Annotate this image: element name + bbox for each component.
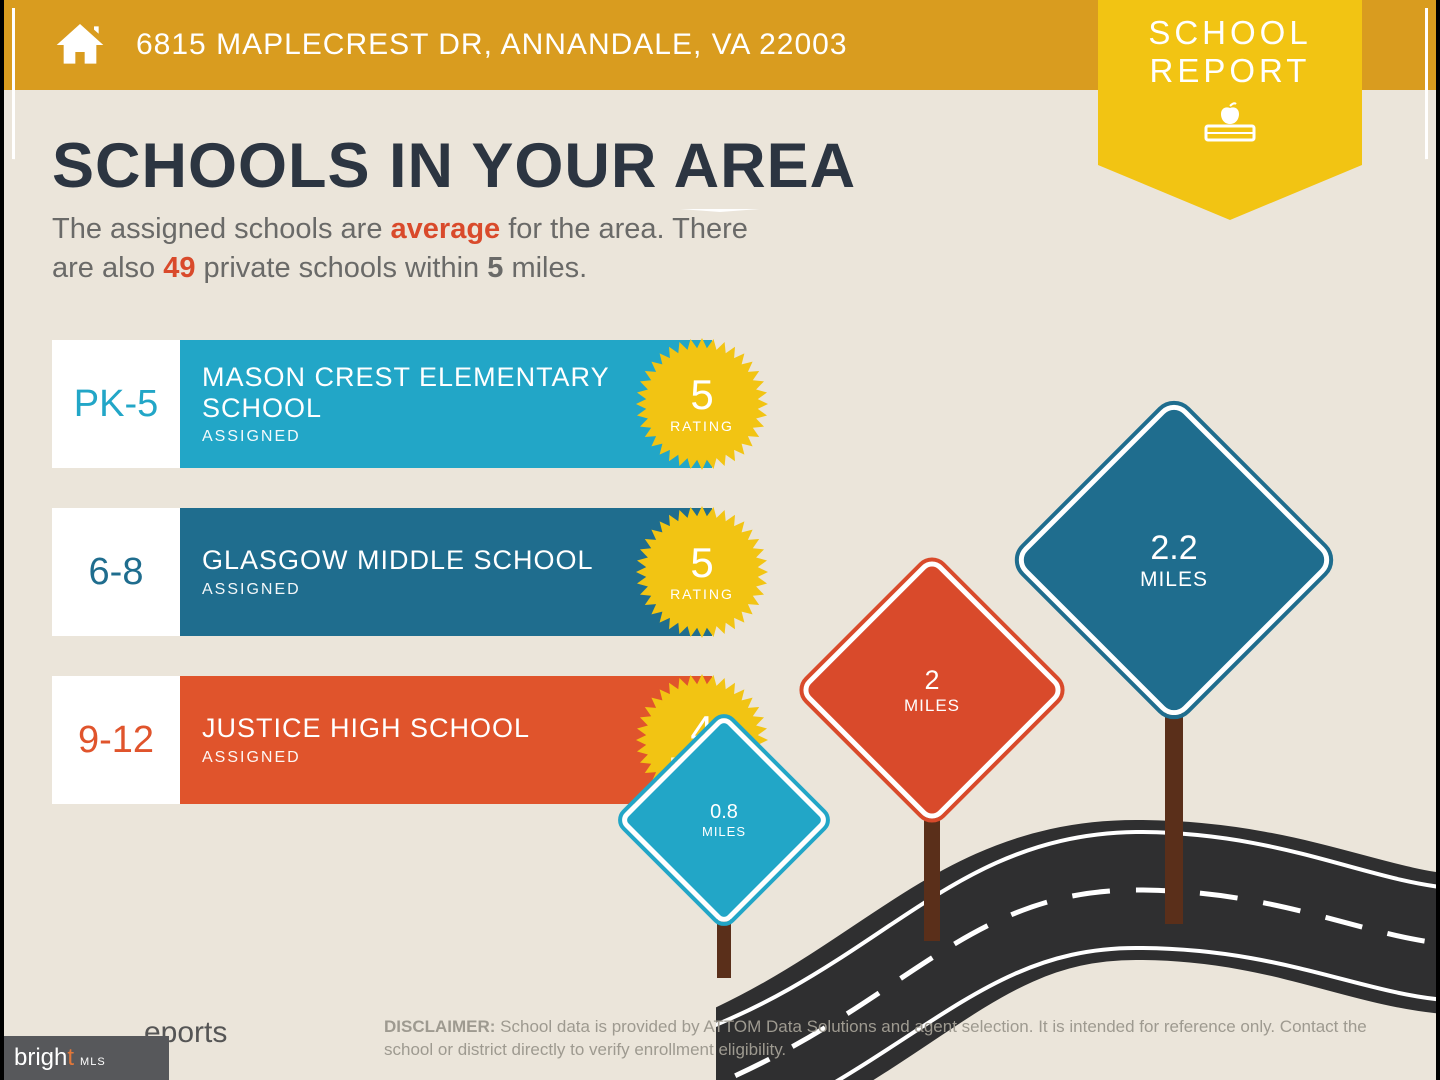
subtitle-pre: The assigned schools are	[52, 213, 391, 245]
school-name: MASON CREST ELEMENTARY SCHOOL	[202, 362, 622, 424]
school-row: PK-5 MASON CREST ELEMENTARY SCHOOL ASSIG…	[52, 340, 712, 468]
page-subtitle: The assigned schools are average for the…	[52, 210, 792, 288]
rating-value: 5	[634, 542, 770, 584]
rating-word: RATING	[634, 586, 770, 602]
subtitle-after: private schools within	[196, 252, 488, 284]
rating-label: 5 RATING	[634, 374, 770, 434]
sign-unit: MILES	[702, 824, 746, 839]
sign-text: 2 MILES	[837, 595, 1027, 785]
distance-sign: 2 MILES	[837, 595, 1027, 975]
home-icon	[52, 17, 108, 73]
rating-burst: 5 RATING	[634, 336, 770, 472]
schools-list: PK-5 MASON CREST ELEMENTARY SCHOOL ASSIG…	[52, 340, 712, 844]
subtitle-quality: average	[391, 213, 501, 245]
sign-distance: 2.2	[1150, 529, 1197, 568]
school-name-box: JUSTICE HIGH SCHOOL ASSIGNED	[180, 676, 712, 804]
watermark-text: bright	[14, 1044, 74, 1072]
address-text: 6815 MAPLECREST DR, ANNANDALE, VA 22003	[136, 28, 848, 62]
school-row: 6-8 GLASGOW MIDDLE SCHOOL ASSIGNED 5 RAT…	[52, 508, 712, 636]
school-status: ASSIGNED	[202, 581, 622, 599]
report-badge: SCHOOL REPORT	[1098, 0, 1362, 220]
school-name: GLASGOW MIDDLE SCHOOL	[202, 545, 622, 576]
bright-mls-watermark: bright MLS	[4, 1036, 169, 1080]
book-apple-icon	[1200, 98, 1260, 144]
rating-value: 5	[634, 374, 770, 416]
grade-box: 6-8	[52, 508, 180, 636]
footer: eports DISCLAIMER: School data is provid…	[4, 1010, 1436, 1080]
rating-word: RATING	[634, 418, 770, 434]
school-row: 9-12 JUSTICE HIGH SCHOOL ASSIGNED 4 RATI…	[52, 676, 712, 804]
page-title: SCHOOLS IN YOUR AREA	[52, 130, 856, 202]
distance-sign: 0.8 MILES	[649, 745, 799, 1005]
sign-unit: MILES	[1140, 568, 1208, 592]
school-name-box: MASON CREST ELEMENTARY SCHOOL ASSIGNED	[180, 340, 712, 468]
disclaimer-body: School data is provided by ATTOM Data So…	[384, 1017, 1367, 1059]
rating-burst: 5 RATING	[634, 504, 770, 640]
subtitle-radius: 5	[487, 252, 503, 284]
school-name-box: GLASGOW MIDDLE SCHOOL ASSIGNED	[180, 508, 712, 636]
grade-box: PK-5	[52, 340, 180, 468]
watermark-suffix: MLS	[80, 1056, 106, 1068]
sign-distance: 2	[924, 665, 939, 696]
badge-line2: REPORT	[1098, 52, 1362, 90]
sign-text: 2.2 MILES	[1059, 445, 1289, 675]
sign-text: 0.8 MILES	[649, 745, 799, 895]
disclaimer-text: DISCLAIMER: School data is provided by A…	[384, 1016, 1406, 1062]
sign-unit: MILES	[904, 696, 960, 716]
school-name: JUSTICE HIGH SCHOOL	[202, 713, 622, 744]
badge-line1: SCHOOL	[1098, 14, 1362, 52]
subtitle-count: 49	[163, 252, 195, 284]
sign-distance: 0.8	[710, 801, 738, 824]
subtitle-tail: miles.	[503, 252, 587, 284]
disclaimer-label: DISCLAIMER:	[384, 1017, 495, 1036]
rating-label: 5 RATING	[634, 542, 770, 602]
grade-box: 9-12	[52, 676, 180, 804]
distance-sign: 2.2 MILES	[1059, 445, 1289, 965]
page-canvas: 6815 MAPLECREST DR, ANNANDALE, VA 22003 …	[4, 0, 1436, 1080]
school-status: ASSIGNED	[202, 428, 622, 446]
school-status: ASSIGNED	[202, 749, 622, 767]
